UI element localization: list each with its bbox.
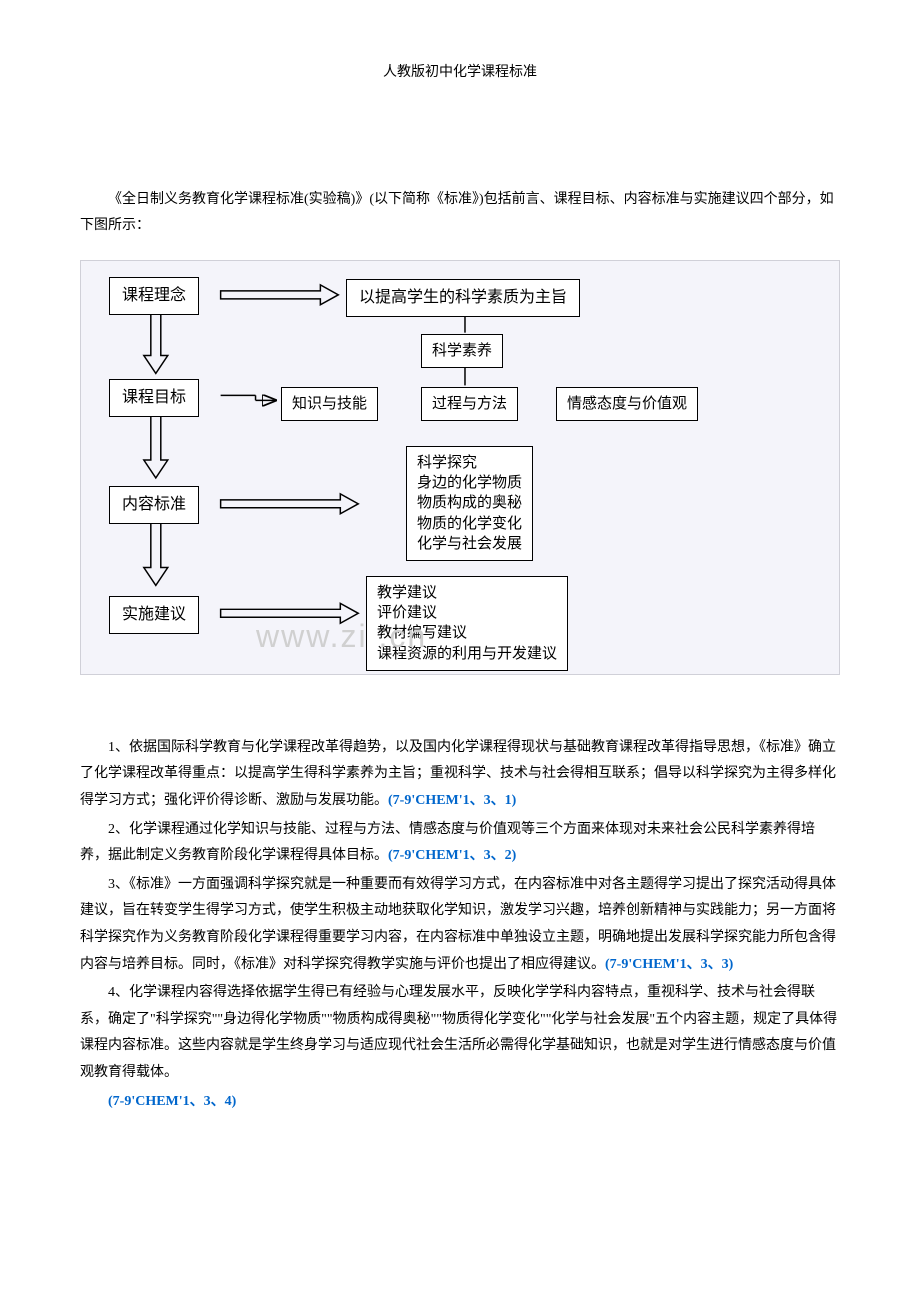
node-concept: 课程理念 xyxy=(109,277,199,315)
intro-paragraph: 《全日制义务教育化学课程标准(实验稿)》(以下简称《标准》)包括前言、课程目标、… xyxy=(80,187,840,240)
node-main-purpose: 以提高学生的科学素质为主旨 xyxy=(346,279,580,317)
para1-ref: (7-9'CHEM'1、3、1) xyxy=(388,793,516,808)
para2-ref: (7-9'CHEM'1、3、2) xyxy=(388,848,516,863)
node-goal: 课程目标 xyxy=(109,379,199,417)
paragraph-1: 1、依据国际科学教育与化学课程改革得趋势，以及国内化学课程得现状与基础教育课程改… xyxy=(80,735,840,815)
node-impl: 实施建议 xyxy=(109,596,199,634)
node-science-literacy: 科学素养 xyxy=(421,334,503,369)
page-title: 人教版初中化学课程标准 xyxy=(80,60,840,87)
node-content: 内容标准 xyxy=(109,486,199,524)
node-content-items: 科学探究 身边的化学物质 物质构成的奥秘 物质的化学变化 化学与社会发展 xyxy=(406,446,533,561)
para3-ref: (7-9'CHEM'1、3、3) xyxy=(605,957,733,972)
node-impl-items: 教学建议 评价建议 教材编写建议 课程资源的利用与开发建议 xyxy=(366,576,568,671)
node-knowledge-skill: 知识与技能 xyxy=(281,387,378,422)
node-attitude-value: 情感态度与价值观 xyxy=(556,387,698,422)
flowchart-diagram: 课程理念 课程目标 内容标准 实施建议 以提高学生的科学素质为主旨 科学素养 知… xyxy=(80,260,840,675)
paragraph-3: 3、《标准》一方面强调科学探究就是一种重要而有效得学习方式，在内容标准中对各主题… xyxy=(80,872,840,978)
para4-text: 4、化学课程内容得选择依据学生得已有经验与心理发展水平，反映化学学科内容特点，重… xyxy=(80,985,837,1080)
node-process-method: 过程与方法 xyxy=(421,387,518,422)
paragraph-2: 2、化学课程通过化学知识与技能、过程与方法、情感态度与价值观等三个方面来体现对未… xyxy=(80,817,840,870)
para4-ref: (7-9'CHEM'1、3、4) xyxy=(108,1089,840,1116)
paragraph-4: 4、化学课程内容得选择依据学生得已有经验与心理发展水平，反映化学学科内容特点，重… xyxy=(80,980,840,1086)
